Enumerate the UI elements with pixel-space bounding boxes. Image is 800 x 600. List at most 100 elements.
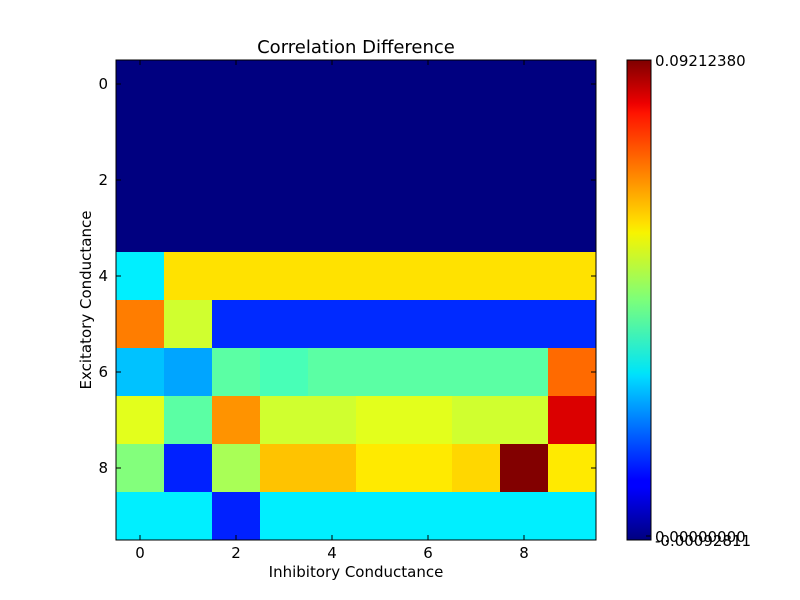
heatmap-cell bbox=[500, 444, 549, 493]
heatmap-cell bbox=[212, 204, 261, 253]
y-axis-ticks: 0 2 4 6 8 bbox=[98, 75, 596, 477]
heatmap-cell bbox=[452, 60, 501, 109]
heatmap-cell bbox=[356, 396, 405, 445]
heatmap-cell bbox=[116, 492, 165, 541]
heatmap-cell bbox=[356, 204, 405, 253]
heatmap-cell bbox=[404, 300, 453, 349]
heatmap-cell bbox=[116, 300, 165, 349]
heatmap-cell bbox=[308, 300, 357, 349]
heatmap-cell bbox=[452, 348, 501, 397]
y-tick-label: 8 bbox=[98, 459, 108, 477]
heatmap-cell bbox=[260, 444, 309, 493]
heatmap-cell bbox=[452, 108, 501, 157]
y-tick-label: 2 bbox=[98, 171, 108, 189]
heatmap-cell bbox=[308, 156, 357, 205]
heatmap-cell bbox=[548, 252, 597, 301]
colorbar-label-max: 0.09212380 bbox=[655, 52, 746, 70]
heatmap-cell bbox=[452, 444, 501, 493]
heatmap-cell bbox=[356, 156, 405, 205]
heatmap-cell bbox=[548, 300, 597, 349]
heatmap-cell bbox=[260, 60, 309, 109]
heatmap-cell bbox=[212, 348, 261, 397]
heatmap-cell bbox=[548, 348, 597, 397]
heatmap-cell bbox=[500, 252, 549, 301]
heatmap-cell bbox=[308, 348, 357, 397]
heatmap-cell bbox=[164, 204, 213, 253]
heatmap-cell bbox=[164, 156, 213, 205]
heatmap-cell bbox=[356, 300, 405, 349]
heatmap-cell bbox=[548, 108, 597, 157]
heatmap-cell bbox=[212, 444, 261, 493]
heatmap-cell bbox=[164, 444, 213, 493]
y-axis-label: Excitatory Conductance bbox=[77, 211, 95, 390]
heatmap-cell bbox=[356, 108, 405, 157]
heatmap-cell bbox=[212, 492, 261, 541]
heatmap-cell bbox=[356, 60, 405, 109]
heatmap-cell bbox=[164, 396, 213, 445]
heatmap-cell bbox=[212, 252, 261, 301]
heatmap-cell bbox=[260, 108, 309, 157]
heatmap-cell bbox=[500, 492, 549, 541]
heatmap-cell bbox=[452, 396, 501, 445]
heatmap-cell bbox=[452, 252, 501, 301]
heatmap-cell bbox=[500, 156, 549, 205]
x-axis-ticks: 0 2 4 6 8 bbox=[135, 60, 529, 562]
heatmap-cell bbox=[404, 60, 453, 109]
heatmap-cell bbox=[500, 204, 549, 253]
heatmap-cell bbox=[452, 492, 501, 541]
heatmap-cell bbox=[116, 396, 165, 445]
heatmap-cell bbox=[548, 444, 597, 493]
heatmap-cell bbox=[308, 444, 357, 493]
x-axis-label: Inhibitory Conductance bbox=[269, 563, 444, 581]
heatmap-cell bbox=[356, 492, 405, 541]
y-tick-label: 6 bbox=[98, 363, 108, 381]
y-tick-label: 4 bbox=[98, 267, 108, 285]
heatmap-cell bbox=[260, 204, 309, 253]
heatmap-cell bbox=[260, 348, 309, 397]
chart-title: Correlation Difference bbox=[257, 37, 455, 58]
colorbar-label-min: -0.00092811 bbox=[655, 532, 751, 550]
heatmap-cell bbox=[548, 396, 597, 445]
x-tick-label: 4 bbox=[327, 544, 337, 562]
heatmap-cell bbox=[116, 60, 165, 109]
heatmap-cell bbox=[116, 156, 165, 205]
x-tick-label: 2 bbox=[231, 544, 241, 562]
heatmap-cell bbox=[116, 252, 165, 301]
heatmap-cell bbox=[356, 348, 405, 397]
heatmap-cell bbox=[212, 300, 261, 349]
heatmap-cell bbox=[260, 492, 309, 541]
heatmap-cell bbox=[308, 108, 357, 157]
heatmap-cell bbox=[452, 300, 501, 349]
heatmap-cell bbox=[164, 60, 213, 109]
heatmap-cell bbox=[212, 60, 261, 109]
heatmap-cell bbox=[500, 300, 549, 349]
heatmap-cell bbox=[116, 108, 165, 157]
heatmap-cell bbox=[404, 348, 453, 397]
heatmap-cell bbox=[308, 492, 357, 541]
heatmap-cell bbox=[116, 444, 165, 493]
heatmap-cell bbox=[308, 60, 357, 109]
heatmap-cell bbox=[452, 156, 501, 205]
heatmap-cell bbox=[404, 204, 453, 253]
heatmap-cell bbox=[356, 444, 405, 493]
heatmap-cell bbox=[212, 108, 261, 157]
heatmap-cell bbox=[500, 396, 549, 445]
heatmap-cell bbox=[548, 156, 597, 205]
heatmap-cell bbox=[116, 348, 165, 397]
heatmap-cell bbox=[260, 252, 309, 301]
x-tick-label: 0 bbox=[135, 544, 145, 562]
heatmap-cell bbox=[260, 300, 309, 349]
heatmap-cell bbox=[404, 156, 453, 205]
heatmap-cell bbox=[404, 444, 453, 493]
heatmap-cell bbox=[212, 156, 261, 205]
heatmap-cell bbox=[308, 396, 357, 445]
heatmap-cell bbox=[260, 156, 309, 205]
heatmap-cell bbox=[548, 60, 597, 109]
heatmap-cell bbox=[404, 396, 453, 445]
x-tick-label: 6 bbox=[423, 544, 433, 562]
heatmap-cell bbox=[500, 108, 549, 157]
x-tick-label: 8 bbox=[519, 544, 529, 562]
colorbar-label-zero: 0.00000000 bbox=[655, 528, 746, 546]
heatmap-cell bbox=[164, 300, 213, 349]
heatmap-cell bbox=[548, 204, 597, 253]
